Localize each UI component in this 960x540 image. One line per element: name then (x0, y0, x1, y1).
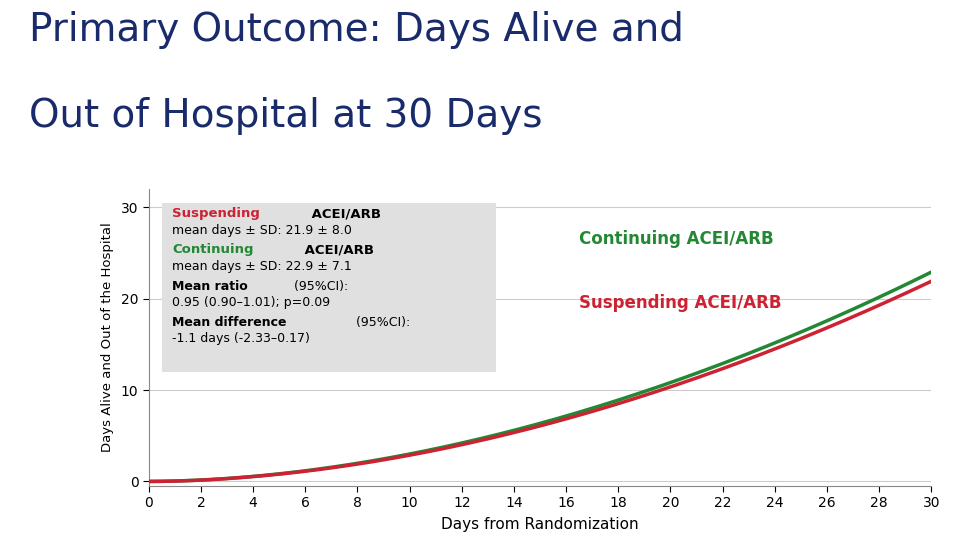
Text: (95%CI):: (95%CI): (290, 280, 348, 293)
Text: -1.1 days (-2.33–0.17): -1.1 days (-2.33–0.17) (172, 332, 310, 345)
Text: Continuing ACEI/ARB: Continuing ACEI/ARB (579, 230, 774, 248)
Text: Continuing: Continuing (172, 244, 253, 256)
Text: Suspending ACEI/ARB: Suspending ACEI/ARB (579, 294, 781, 312)
Text: Suspending: Suspending (172, 207, 260, 220)
Y-axis label: Days Alive and Out of the Hospital: Days Alive and Out of the Hospital (101, 222, 114, 453)
FancyBboxPatch shape (162, 202, 495, 372)
Text: Primary Outcome: Days Alive and: Primary Outcome: Days Alive and (29, 11, 684, 49)
Text: Mean difference: Mean difference (172, 316, 287, 329)
Text: mean days ± SD: 21.9 ± 8.0: mean days ± SD: 21.9 ± 8.0 (172, 224, 352, 237)
Text: (95%CI):: (95%CI): (352, 316, 411, 329)
X-axis label: Days from Randomization: Days from Randomization (442, 517, 638, 532)
Text: Mean ratio: Mean ratio (172, 280, 248, 293)
Text: Out of Hospital at 30 Days: Out of Hospital at 30 Days (29, 97, 542, 135)
Text: mean days ± SD: 22.9 ± 7.1: mean days ± SD: 22.9 ± 7.1 (172, 260, 352, 273)
Text: ACEI/ARB: ACEI/ARB (300, 244, 374, 256)
Text: ACEI/ARB: ACEI/ARB (306, 207, 380, 220)
Text: 0.95 (0.90–1.01); p=0.09: 0.95 (0.90–1.01); p=0.09 (172, 296, 330, 309)
